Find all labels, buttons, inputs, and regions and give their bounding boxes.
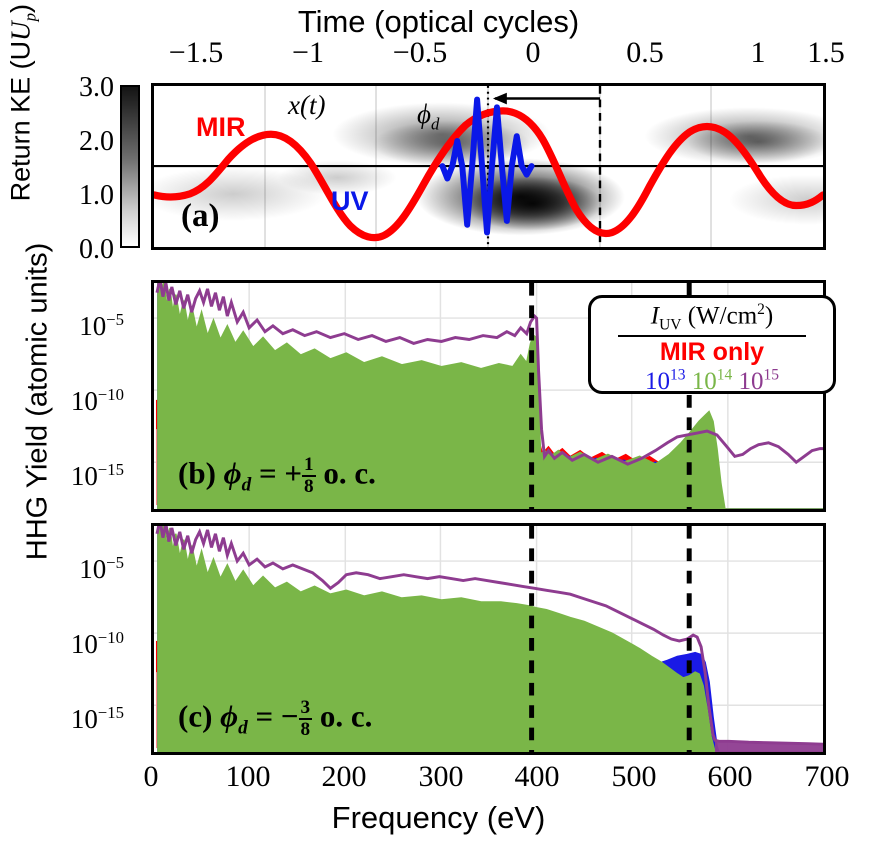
series-i15-b	[155, 283, 823, 466]
panel-a-plot	[151, 83, 826, 250]
panel-a-xtick: 1	[750, 36, 766, 69]
panel-c-ytick: 10−10	[70, 628, 124, 659]
legend-i14: 1014	[691, 366, 733, 395]
panel-a-xtick: −1.5	[168, 36, 224, 69]
panel-c-ytick: 10−5	[79, 553, 124, 584]
series-i15-c	[155, 526, 823, 752]
xaxis-tick: 700	[804, 760, 850, 793]
panel-c-plot	[151, 523, 826, 755]
xaxis-tick: 200	[321, 760, 367, 793]
xaxis-tick: 0	[143, 760, 159, 793]
phi-d-arrow	[492, 92, 600, 105]
panel-a-xtick: −1	[292, 36, 324, 69]
bottom-axis-title: Frequency (eV)	[331, 800, 546, 835]
legend-title: IUV (W/cm2)	[650, 301, 774, 334]
legend-i13: 1013	[645, 366, 686, 395]
panel-a-ytick: 0.0	[79, 234, 114, 265]
panel-a-ytick: 2.0	[79, 126, 114, 157]
panel-a-xtick: 0.5	[626, 36, 664, 69]
panel-b-ytick: 10−5	[79, 310, 124, 341]
mir-field-curve	[154, 107, 823, 242]
series-i14-c	[157, 526, 823, 752]
panel-a-ylabel-text: Return KE (U	[5, 40, 36, 202]
series-i14-b	[157, 283, 823, 509]
xaxis-tick: 100	[225, 760, 271, 793]
panel-a-xtick: 0	[525, 36, 541, 69]
xaxis-tick: 300	[418, 760, 464, 793]
top-axis-title: Time (optical cycles)	[297, 4, 580, 39]
panel-a-xtick: −0.5	[392, 36, 448, 69]
legend-divider	[617, 335, 807, 338]
xaxis-tick: 600	[707, 760, 753, 793]
panel-a-ytick: 3.0	[79, 72, 114, 103]
panel-a-ylabel-close: )	[5, 3, 36, 13]
xaxis-tick: 500	[611, 760, 657, 793]
legend-intensity-row: 1013 1014 1015	[591, 366, 833, 395]
panel-a-ylabel-sub: Up	[5, 12, 40, 41]
panel-c-ytick: 10−15	[70, 703, 124, 734]
uv-pulse-curve	[439, 96, 535, 236]
legend-box: IUV (W/cm2) MIR only 1013 1014 1015	[588, 295, 836, 395]
panel-a-xtick: 1.5	[807, 36, 845, 69]
legend-i15: 1015	[738, 366, 780, 395]
panel-b-ytick: 10−10	[70, 385, 124, 416]
panel-a-ytick: 1.0	[79, 180, 114, 211]
legend-mir-only: MIR only	[659, 338, 765, 367]
panel-b-ytick: 10−15	[70, 460, 124, 491]
grayscale-colorbar	[120, 85, 140, 248]
xaxis-tick: 400	[514, 760, 560, 793]
